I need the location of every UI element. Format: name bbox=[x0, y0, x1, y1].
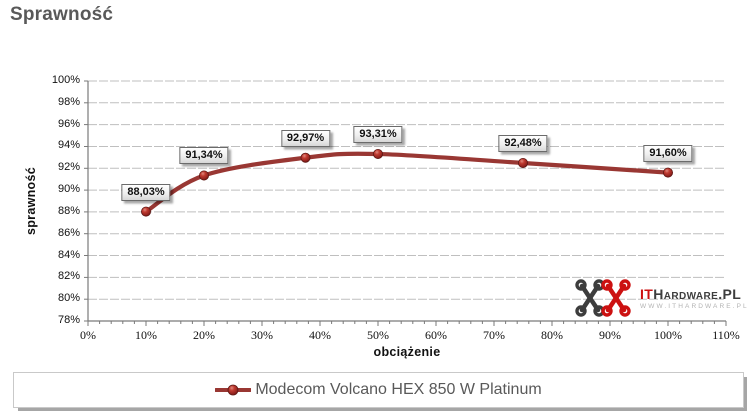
y-tick-label: 82% bbox=[57, 270, 80, 283]
x-tick-label: 60% bbox=[425, 328, 447, 342]
y-tick-label: 100% bbox=[51, 74, 80, 86]
brand-prefix: IT bbox=[640, 286, 654, 303]
y-axis-title: sprawność bbox=[22, 81, 40, 321]
x-tick-label: 20% bbox=[193, 328, 215, 342]
ithardware-url: WWW.ITHARDWARE.PL bbox=[640, 302, 749, 310]
y-tick-label: 92% bbox=[57, 161, 80, 174]
x-tick-label: 0% bbox=[80, 328, 96, 342]
y-tick-label: 80% bbox=[57, 292, 80, 305]
x-tick-label: 30% bbox=[251, 328, 273, 342]
y-tick-label: 78% bbox=[57, 314, 80, 326]
data-label: 91,60% bbox=[643, 144, 693, 162]
y-tick-label: 90% bbox=[57, 183, 80, 196]
y-tick-label: 88% bbox=[57, 204, 80, 217]
x-tick-label: 100% bbox=[654, 328, 682, 342]
brand-suffix: Hardware.PL bbox=[653, 286, 742, 303]
legend: Modecom Volcano HEX 850 W Platinum bbox=[13, 372, 744, 408]
y-tick-label: 84% bbox=[57, 248, 80, 261]
ithardware-brand: ITHardware.PL bbox=[640, 287, 749, 302]
data-label: 92,48% bbox=[498, 135, 548, 153]
y-tick-label: 94% bbox=[57, 139, 80, 152]
legend-label: Modecom Volcano HEX 850 W Platinum bbox=[255, 381, 542, 398]
x-tick-label: 80% bbox=[541, 328, 563, 342]
y-tick-label: 86% bbox=[57, 226, 80, 239]
ithardware-watermark: ITHardware.PL WWW.ITHARDWARE.PL bbox=[574, 276, 750, 322]
x-tick-label: 90% bbox=[599, 328, 621, 342]
plot-area bbox=[84, 80, 727, 326]
legend-marker-icon bbox=[215, 384, 252, 396]
data-label: 93,31% bbox=[353, 125, 403, 143]
y-axis-title-text: sprawność bbox=[24, 166, 38, 235]
ithardware-logo-icon bbox=[575, 279, 631, 317]
x-tick-label: 110% bbox=[712, 328, 740, 342]
data-label: 91,34% bbox=[179, 147, 229, 165]
efficiency-chart: sprawność obciążenie bbox=[22, 74, 750, 359]
x-axis-title: obciążenie bbox=[373, 345, 441, 359]
y-tick-label: 96% bbox=[57, 117, 80, 130]
x-tick-label: 70% bbox=[483, 328, 505, 342]
x-tick-label: 40% bbox=[309, 328, 331, 342]
page-title: Sprawność bbox=[10, 4, 114, 25]
y-tick-label: 98% bbox=[57, 95, 80, 108]
ithardware-logo-text: ITHardware.PL WWW.ITHARDWARE.PL bbox=[640, 287, 749, 311]
x-tick-label: 50% bbox=[367, 328, 389, 342]
data-label: 92,97% bbox=[280, 129, 331, 147]
data-label: 88,03% bbox=[121, 183, 171, 201]
x-tick-label: 10% bbox=[135, 328, 157, 342]
